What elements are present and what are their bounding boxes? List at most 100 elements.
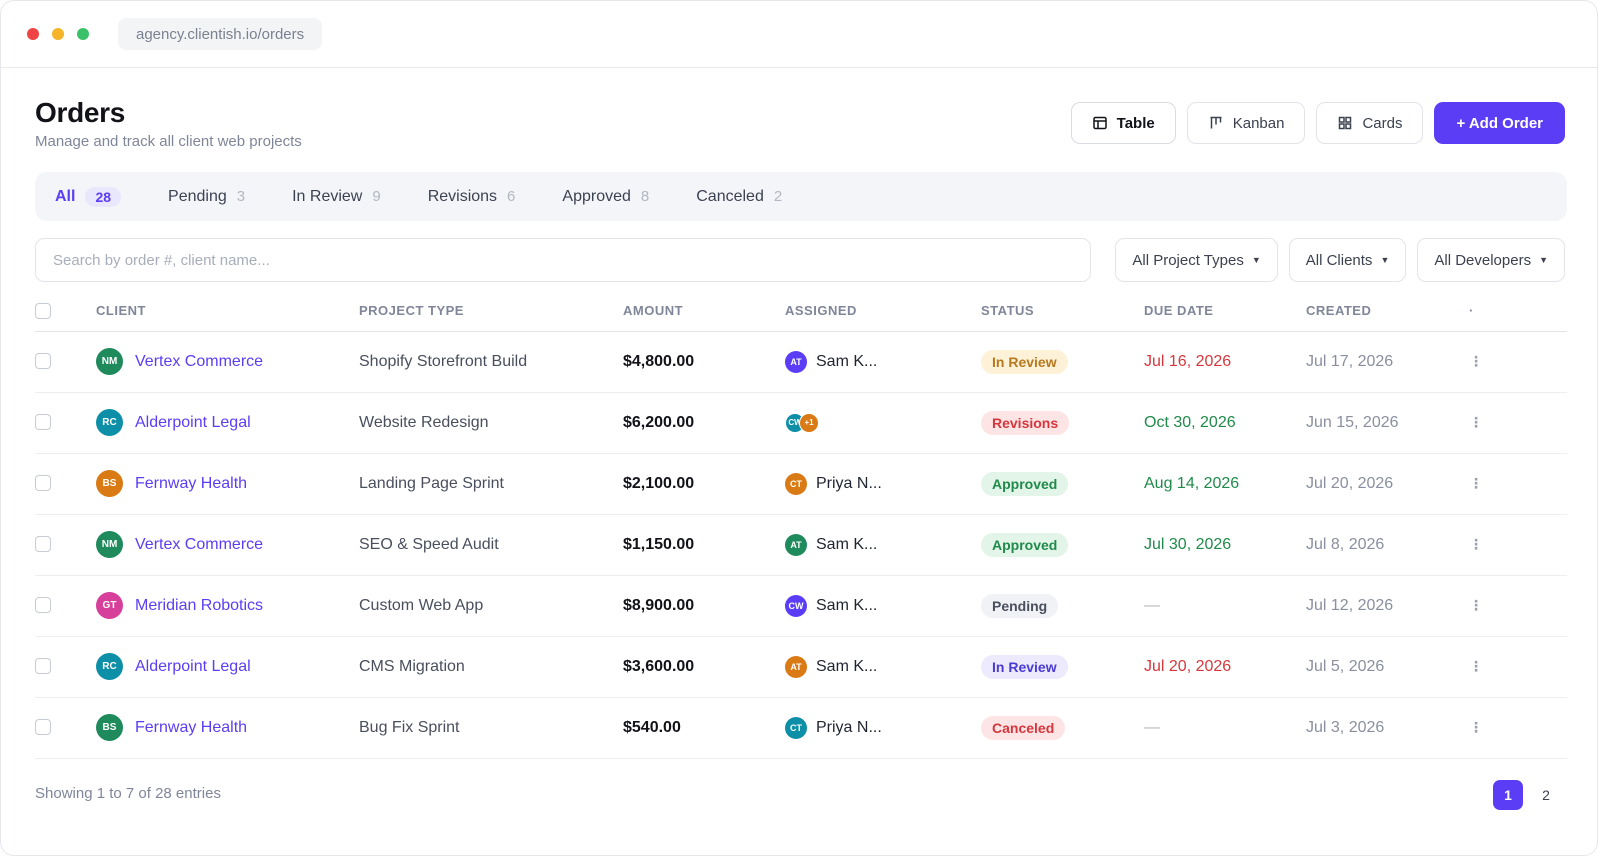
table-row[interactable]: BS Fernway Health Bug Fix Sprint $540.00 … bbox=[35, 697, 1567, 759]
client-link[interactable]: RC Alderpoint Legal bbox=[96, 653, 359, 680]
assignee-avatar: CW bbox=[785, 594, 807, 617]
project-type: Custom Web App bbox=[359, 575, 623, 637]
tab-pending[interactable]: Pending 3 bbox=[168, 188, 245, 206]
client-filter[interactable]: All Clients ▼ bbox=[1288, 238, 1407, 282]
row-menu-icon[interactable]: ⋮ bbox=[1469, 453, 1567, 515]
address-bar[interactable]: agency.clientish.io/orders bbox=[118, 18, 323, 50]
filter-label: All Developers bbox=[1434, 251, 1532, 269]
client-avatar: BS bbox=[96, 714, 123, 741]
close-window-icon[interactable] bbox=[27, 28, 39, 40]
due-date: Jul 16, 2026 bbox=[1144, 331, 1306, 393]
row-menu-icon[interactable]: ⋮ bbox=[1469, 331, 1567, 393]
column-header-project[interactable]: PROJECT TYPE bbox=[359, 291, 623, 332]
client-link[interactable]: NM Vertex Commerce bbox=[96, 531, 359, 558]
tab-label: All bbox=[55, 187, 76, 205]
column-header-status[interactable]: STATUS bbox=[981, 291, 1144, 332]
assignee-avatar: AT bbox=[785, 533, 807, 556]
tab-count: 3 bbox=[236, 188, 246, 205]
tab-all[interactable]: All 28 bbox=[55, 186, 122, 207]
tab-revisions[interactable]: Revisions 6 bbox=[428, 188, 516, 206]
caret-down-icon: ▼ bbox=[1251, 255, 1261, 265]
maximize-window-icon[interactable] bbox=[77, 28, 89, 40]
table-row[interactable]: GT Meridian Robotics Custom Web App $8,90… bbox=[35, 575, 1567, 637]
page-header: Orders Manage and track all client web p… bbox=[35, 97, 302, 150]
client-link[interactable]: RC Alderpoint Legal bbox=[96, 409, 359, 436]
select-all-checkbox[interactable] bbox=[35, 303, 51, 320]
client-link[interactable]: BS Fernway Health bbox=[96, 714, 359, 741]
search-input[interactable] bbox=[35, 238, 1091, 282]
client-avatar: RC bbox=[96, 653, 123, 680]
row-checkbox[interactable] bbox=[35, 353, 51, 370]
row-checkbox[interactable] bbox=[35, 536, 51, 553]
row-checkbox[interactable] bbox=[35, 658, 51, 675]
status-badge: Pending bbox=[981, 593, 1059, 618]
row-checkbox[interactable] bbox=[35, 719, 51, 736]
page-button[interactable]: 2 bbox=[1542, 787, 1550, 803]
client-avatar: NM bbox=[96, 348, 123, 375]
row-menu-icon[interactable]: ⋮ bbox=[1469, 392, 1567, 454]
entries-summary: Showing 1 to 7 of 28 entries bbox=[35, 785, 221, 802]
developer-filter[interactable]: All Developers ▼ bbox=[1417, 238, 1565, 282]
status-badge: Canceled bbox=[981, 715, 1066, 740]
client-name: Alderpoint Legal bbox=[135, 413, 251, 431]
column-header-created[interactable]: CREATED bbox=[1306, 291, 1469, 332]
column-header-amount[interactable]: AMOUNT bbox=[623, 291, 785, 332]
table-row[interactable]: RC Alderpoint Legal Website Redesign $6,2… bbox=[35, 392, 1567, 454]
tab-canceled[interactable]: Canceled 2 bbox=[696, 188, 782, 206]
due-date: Aug 14, 2026 bbox=[1144, 453, 1306, 515]
assignee: CT Priya N... bbox=[785, 716, 981, 739]
row-menu-icon[interactable]: ⋮ bbox=[1469, 514, 1567, 576]
client-avatar: RC bbox=[96, 409, 123, 436]
order-amount: $8,900.00 bbox=[623, 575, 785, 637]
client-link[interactable]: GT Meridian Robotics bbox=[96, 592, 359, 619]
cards-view-label: Cards bbox=[1362, 114, 1403, 132]
row-checkbox[interactable] bbox=[35, 414, 51, 431]
column-header-assigned[interactable]: ASSIGNED bbox=[785, 291, 981, 332]
browser-chrome: agency.clientish.io/orders bbox=[1, 1, 1597, 68]
tab-label: Canceled bbox=[696, 187, 764, 205]
client-link[interactable]: NM Vertex Commerce bbox=[96, 348, 359, 375]
created-date: Jul 5, 2026 bbox=[1306, 636, 1469, 698]
tab-in-review[interactable]: In Review 9 bbox=[292, 188, 381, 206]
table-header-row: CLIENT PROJECT TYPE AMOUNT ASSIGNED STAT… bbox=[35, 291, 1567, 332]
client-name: Fernway Health bbox=[135, 474, 248, 492]
tab-count: 9 bbox=[372, 188, 381, 205]
table-view-button[interactable]: Table bbox=[1070, 102, 1176, 144]
tab-count: 28 bbox=[85, 186, 122, 207]
cards-view-button[interactable]: Cards bbox=[1316, 102, 1424, 144]
filter-bar: All Project Types ▼ All Clients ▼ All De… bbox=[1115, 238, 1565, 282]
created-date: Jul 8, 2026 bbox=[1306, 514, 1469, 576]
table-icon bbox=[1092, 116, 1107, 130]
tab-label: Approved bbox=[562, 187, 631, 205]
table-row[interactable]: NM Vertex Commerce SEO & Speed Audit $1,1… bbox=[35, 514, 1567, 576]
project-type-filter[interactable]: All Project Types ▼ bbox=[1115, 238, 1278, 282]
row-menu-icon[interactable]: ⋮ bbox=[1469, 636, 1567, 698]
client-name: Meridian Robotics bbox=[135, 596, 264, 614]
row-menu-icon[interactable]: ⋮ bbox=[1469, 697, 1567, 759]
tab-count: 6 bbox=[507, 188, 516, 205]
tab-label: In Review bbox=[292, 187, 363, 205]
column-header-due-date[interactable]: DUE DATE bbox=[1144, 291, 1306, 332]
tab-label: Pending bbox=[168, 187, 227, 205]
row-checkbox[interactable] bbox=[35, 475, 51, 492]
assignee: AT Sam K... bbox=[785, 350, 981, 373]
client-name: Alderpoint Legal bbox=[135, 657, 251, 675]
kanban-view-button[interactable]: Kanban bbox=[1186, 102, 1306, 144]
assignee: AT Sam K... bbox=[785, 533, 981, 556]
table-row[interactable]: RC Alderpoint Legal CMS Migration $3,600.… bbox=[35, 636, 1567, 698]
created-date: Jul 3, 2026 bbox=[1306, 697, 1469, 759]
minimize-window-icon[interactable] bbox=[52, 28, 64, 40]
table-view-label: Table bbox=[1116, 114, 1155, 132]
table-row[interactable]: BS Fernway Health Landing Page Sprint $2,… bbox=[35, 453, 1567, 515]
client-link[interactable]: BS Fernway Health bbox=[96, 470, 359, 497]
table-row[interactable]: NM Vertex Commerce Shopify Storefront Bui… bbox=[35, 331, 1567, 393]
order-amount: $3,600.00 bbox=[623, 636, 785, 698]
column-header-client[interactable]: CLIENT bbox=[96, 291, 359, 332]
order-amount: $1,150.00 bbox=[623, 514, 785, 576]
add-order-button[interactable]: + Add Order bbox=[1434, 102, 1565, 144]
page-button[interactable]: 1 bbox=[1493, 780, 1523, 810]
row-menu-icon[interactable]: ⋮ bbox=[1469, 575, 1567, 637]
row-checkbox[interactable] bbox=[35, 597, 51, 614]
tab-approved[interactable]: Approved 8 bbox=[562, 188, 649, 206]
